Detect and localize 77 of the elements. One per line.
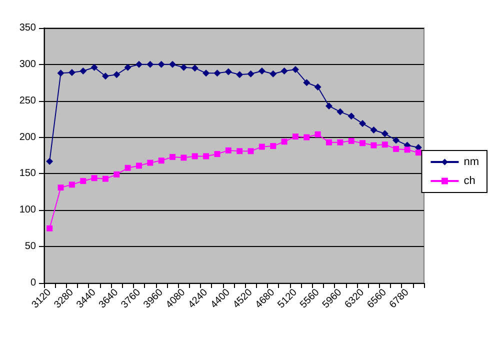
point bbox=[136, 60, 142, 68]
point bbox=[203, 153, 210, 160]
y-tick-label: 300 bbox=[19, 58, 36, 70]
y-tick-label: 250 bbox=[19, 95, 36, 106]
point bbox=[381, 130, 388, 138]
point bbox=[90, 64, 98, 71]
point bbox=[414, 144, 422, 151]
point bbox=[114, 171, 120, 178]
point bbox=[281, 138, 288, 145]
point bbox=[169, 60, 176, 68]
point bbox=[270, 143, 276, 150]
point bbox=[348, 138, 354, 144]
point bbox=[382, 142, 388, 148]
point bbox=[326, 102, 332, 110]
point bbox=[236, 148, 243, 154]
point bbox=[80, 67, 87, 74]
point bbox=[258, 144, 265, 150]
point bbox=[214, 70, 221, 77]
point bbox=[80, 178, 86, 184]
point bbox=[224, 68, 232, 76]
legend-label: nm bbox=[464, 156, 479, 168]
point bbox=[113, 71, 120, 78]
point bbox=[68, 68, 76, 76]
point bbox=[191, 64, 198, 72]
point bbox=[180, 154, 187, 161]
point bbox=[146, 60, 154, 68]
point bbox=[404, 146, 410, 153]
point bbox=[303, 79, 310, 86]
point bbox=[392, 136, 400, 144]
point bbox=[314, 131, 321, 138]
point bbox=[170, 154, 176, 160]
point bbox=[57, 70, 64, 77]
point bbox=[91, 175, 98, 182]
y-tick-label: 0 bbox=[30, 278, 36, 288]
point bbox=[46, 158, 54, 165]
point bbox=[46, 225, 53, 232]
point bbox=[158, 158, 164, 164]
point bbox=[370, 126, 378, 134]
point bbox=[180, 64, 188, 71]
point bbox=[102, 176, 108, 182]
point bbox=[314, 84, 322, 91]
point bbox=[393, 146, 400, 152]
y-tick-label: 350 bbox=[19, 22, 36, 34]
point bbox=[292, 134, 298, 140]
legend-label: ch bbox=[464, 175, 476, 187]
point bbox=[68, 182, 75, 188]
point bbox=[326, 139, 332, 146]
point bbox=[202, 70, 210, 77]
point bbox=[247, 70, 254, 78]
y-tick-label: 100 bbox=[19, 204, 36, 216]
y-tick-label: 50 bbox=[24, 241, 36, 252]
point bbox=[304, 134, 310, 140]
point bbox=[337, 139, 344, 146]
y-tick-label: 150 bbox=[19, 168, 36, 180]
point bbox=[248, 148, 254, 154]
point bbox=[348, 112, 355, 120]
point bbox=[225, 147, 232, 154]
point bbox=[124, 164, 131, 171]
y-tick-label: 200 bbox=[19, 132, 36, 143]
point bbox=[147, 160, 154, 166]
point bbox=[158, 60, 165, 68]
point bbox=[258, 67, 266, 74]
point bbox=[192, 153, 198, 160]
point bbox=[136, 162, 142, 169]
point bbox=[236, 71, 244, 78]
point bbox=[360, 140, 366, 146]
point bbox=[292, 66, 299, 74]
point bbox=[124, 64, 132, 71]
point bbox=[214, 151, 220, 158]
point bbox=[102, 72, 109, 80]
point bbox=[370, 142, 377, 148]
point bbox=[270, 70, 277, 78]
point bbox=[58, 184, 64, 191]
point bbox=[280, 67, 288, 74]
point bbox=[336, 108, 344, 116]
point bbox=[359, 120, 366, 127]
point bbox=[415, 150, 422, 156]
